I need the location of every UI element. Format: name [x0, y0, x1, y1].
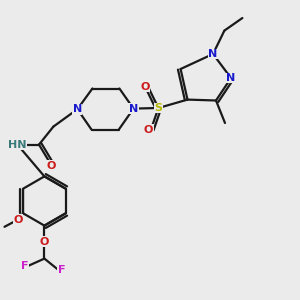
Text: N: N	[208, 49, 217, 59]
Text: F: F	[21, 261, 28, 272]
Text: N: N	[129, 103, 138, 114]
Text: N: N	[226, 73, 236, 83]
Text: S: S	[154, 103, 162, 113]
Text: F: F	[58, 265, 65, 275]
Text: O: O	[40, 237, 49, 247]
Text: O: O	[144, 124, 153, 135]
Text: HN: HN	[8, 140, 27, 150]
Text: N: N	[73, 104, 82, 114]
Text: O: O	[47, 160, 56, 171]
Text: O: O	[140, 82, 150, 92]
Text: O: O	[13, 214, 23, 225]
